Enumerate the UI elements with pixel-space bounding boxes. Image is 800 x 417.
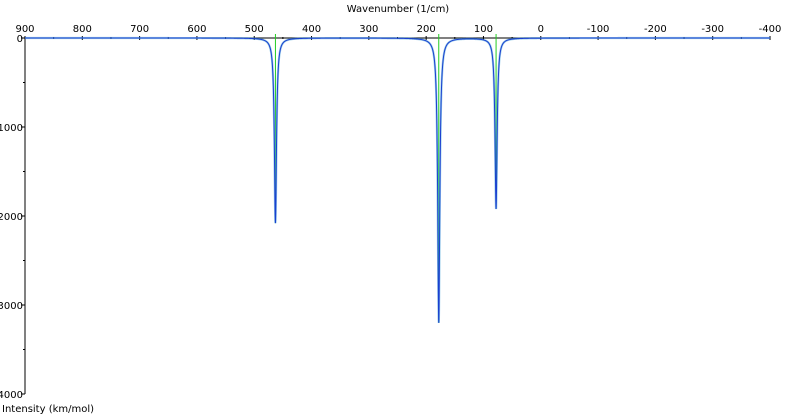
y-axis-ticks: 0 1000 2000 3000 4000 [0,34,25,401]
y-axis-title: Intensity (km/mol) [2,404,94,415]
x-tick-label: 600 [187,24,206,35]
y-tick-label: 0 [17,34,23,45]
x-tick-label: 800 [73,24,92,35]
x-tick-label: 0 [538,24,544,35]
x-tick-label: 400 [302,24,321,35]
x-tick-label: -300 [701,24,724,35]
spectrum-curve [25,37,770,323]
x-tick-label: 900 [15,24,34,35]
x-tick-label: 300 [359,24,378,35]
x-tick-label: 700 [130,24,149,35]
y-tick-label: 3000 [0,301,23,312]
x-tick-label: 200 [417,24,436,35]
y-tick-label: 1000 [0,123,23,134]
x-tick-label: -200 [644,24,667,35]
y-tick-label: 4000 [0,390,23,401]
spectrum-curve-halo [25,36,770,323]
peak-sticks [274,34,497,323]
x-tick-label: -400 [759,24,782,35]
x-tick-label: -100 [587,24,610,35]
x-axis-title: Wavenumber (1/cm) [347,4,450,15]
x-tick-label: 100 [474,24,493,35]
x-tick-label: 500 [245,24,264,35]
spectrum-curve-group [25,36,770,323]
y-tick-label: 2000 [0,212,23,223]
